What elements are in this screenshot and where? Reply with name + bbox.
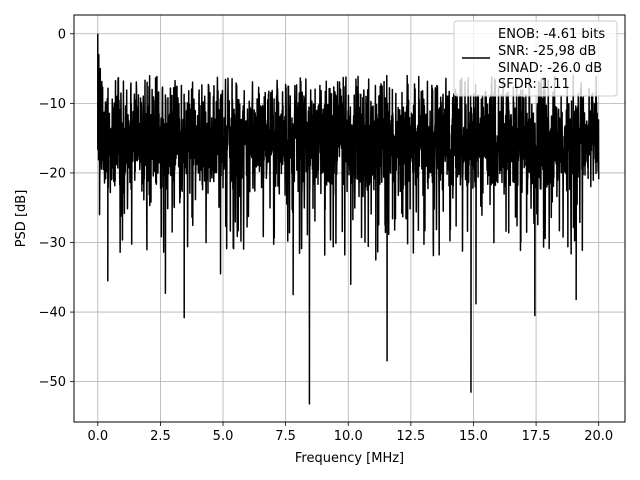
plot-frame bbox=[73, 14, 626, 423]
legend-sfdr: SFDR: 1.11 bbox=[498, 77, 570, 92]
x-tick-label: 10.0 bbox=[334, 429, 363, 444]
x-tick-label: 0.0 bbox=[87, 429, 108, 444]
legend-sinad: SINAD: -26.0 dB bbox=[498, 61, 602, 76]
x-tick-label: 20.0 bbox=[584, 429, 613, 444]
y-tick-label: −40 bbox=[39, 306, 66, 321]
y-axis-label: PSD [dB] bbox=[14, 190, 29, 248]
x-tick-label: 17.5 bbox=[522, 429, 551, 444]
legend: ENOB: -4.61 bits SNR: -25,98 dB SINAD: -… bbox=[453, 20, 618, 97]
y-tick-label: −30 bbox=[39, 236, 66, 251]
legend-snr: SNR: -25,98 dB bbox=[498, 44, 596, 59]
x-tick-label: 5.0 bbox=[213, 429, 234, 444]
y-tick-label: −10 bbox=[39, 97, 66, 112]
y-tick-label: 0 bbox=[58, 27, 66, 42]
x-axis-label: Frequency [MHz] bbox=[295, 451, 404, 466]
legend-enob: ENOB: -4.61 bits bbox=[498, 27, 605, 42]
y-tick-label: −50 bbox=[39, 375, 66, 390]
x-tick-label: 12.5 bbox=[396, 429, 425, 444]
x-tick-label: 2.5 bbox=[150, 429, 171, 444]
x-tick-label: 15.0 bbox=[459, 429, 488, 444]
x-axis: 0.0 2.5 5.0 7.5 10.0 12.5 15.0 17.5 20.0 bbox=[87, 422, 613, 444]
y-tick-label: −20 bbox=[39, 166, 66, 181]
x-tick-label: 7.5 bbox=[275, 429, 296, 444]
legend-box bbox=[453, 20, 618, 97]
psd-series-line bbox=[97, 33, 600, 405]
series-layer bbox=[97, 33, 600, 405]
y-axis: 0 −10 −20 −30 −40 −50 bbox=[39, 27, 74, 390]
